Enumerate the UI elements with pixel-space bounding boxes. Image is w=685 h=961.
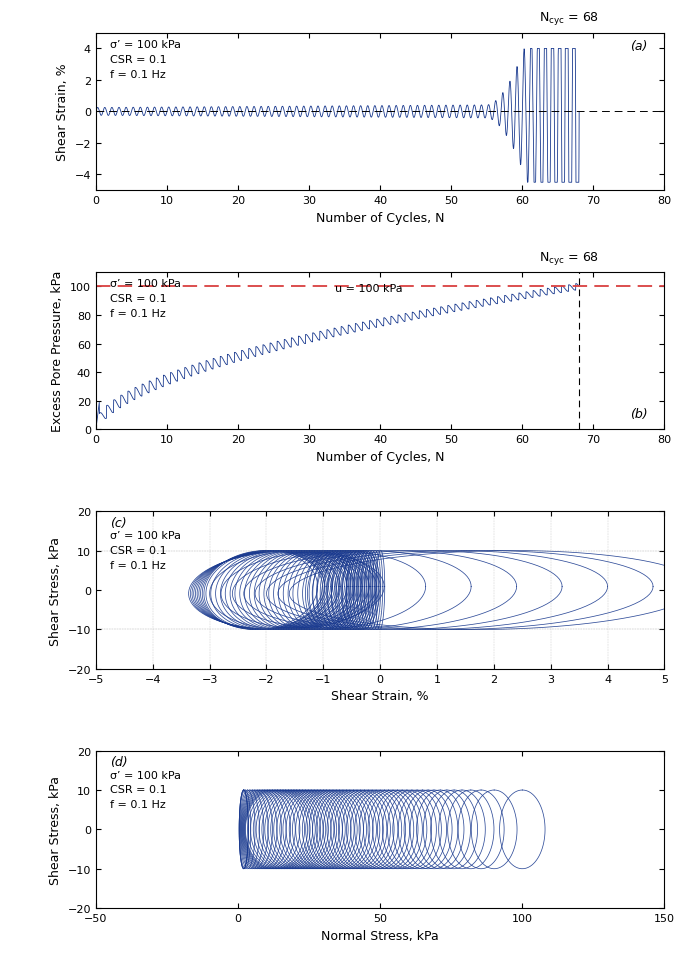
X-axis label: Number of Cycles, N: Number of Cycles, N xyxy=(316,211,445,224)
X-axis label: Number of Cycles, N: Number of Cycles, N xyxy=(316,451,445,463)
Y-axis label: Excess Pore Pressure, kPa: Excess Pore Pressure, kPa xyxy=(51,271,64,431)
X-axis label: Shear Strain, %: Shear Strain, % xyxy=(332,689,429,702)
Text: N$_{\rm cyc}$ = 68: N$_{\rm cyc}$ = 68 xyxy=(539,250,599,266)
Text: σ’ = 100 kPa
CSR = 0.1
f = 0.1 Hz: σ’ = 100 kPa CSR = 0.1 f = 0.1 Hz xyxy=(110,40,181,80)
Text: (b): (b) xyxy=(630,407,647,421)
Text: (d): (d) xyxy=(110,755,127,769)
Text: (c): (c) xyxy=(110,516,127,530)
Y-axis label: Shear Stress, kPa: Shear Stress, kPa xyxy=(49,536,62,645)
Y-axis label: Shear Stress, kPa: Shear Stress, kPa xyxy=(49,776,62,884)
Y-axis label: Shear Strain, %: Shear Strain, % xyxy=(56,63,69,161)
Text: σ’ = 100 kPa
CSR = 0.1
f = 0.1 Hz: σ’ = 100 kPa CSR = 0.1 f = 0.1 Hz xyxy=(110,530,181,570)
X-axis label: Normal Stress, kPa: Normal Stress, kPa xyxy=(321,928,439,942)
Text: (a): (a) xyxy=(630,40,647,53)
Text: N$_{\rm cyc}$ = 68: N$_{\rm cyc}$ = 68 xyxy=(539,11,599,27)
Text: u = 100 kPa: u = 100 kPa xyxy=(335,283,402,294)
Text: σ’ = 100 kPa
CSR = 0.1
f = 0.1 Hz: σ’ = 100 kPa CSR = 0.1 f = 0.1 Hz xyxy=(110,770,181,809)
Text: σ’ = 100 kPa
CSR = 0.1
f = 0.1 Hz: σ’ = 100 kPa CSR = 0.1 f = 0.1 Hz xyxy=(110,279,181,318)
